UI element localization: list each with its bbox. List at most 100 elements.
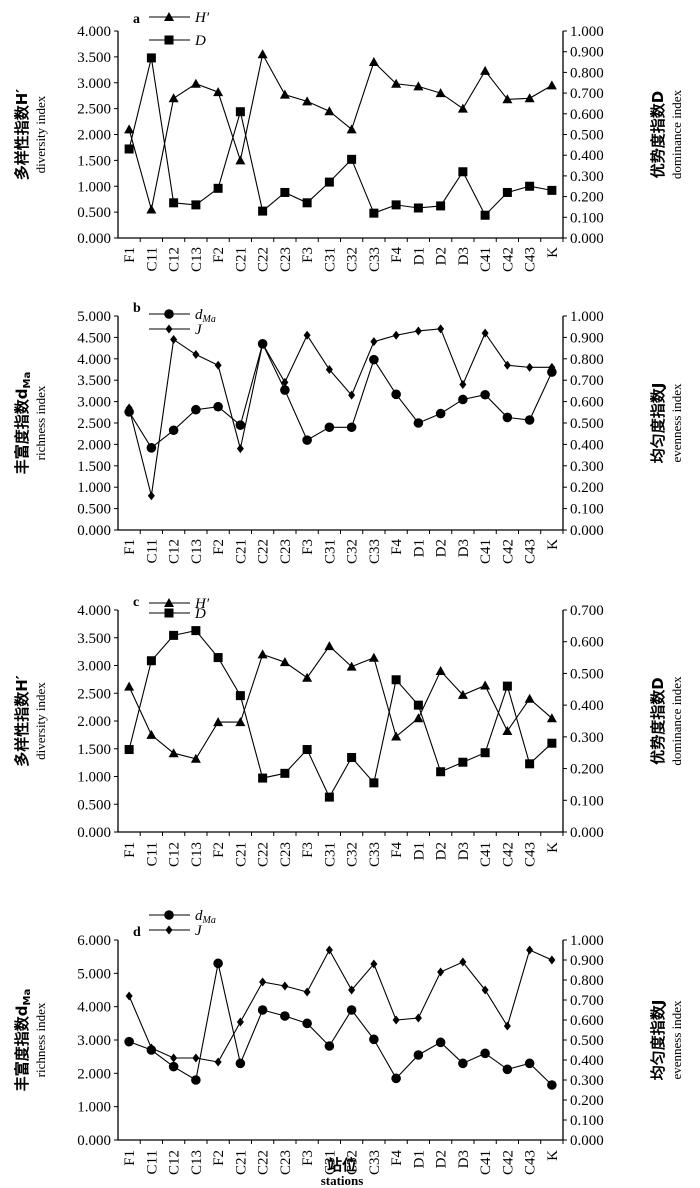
x-category-label: C22 [256,842,272,867]
x-category-label: C42 [500,842,516,867]
left-tick-label: 3.500 [77,631,111,647]
left-tick-label: 1.000 [77,480,111,496]
left-tick-label: 5.000 [77,309,111,325]
legend-marker-square [164,608,174,618]
x-category-label: C13 [189,1150,205,1175]
data-point-diamond [526,362,534,372]
right-tick-label: 0.300 [570,169,604,185]
x-category-label: C11 [144,1150,160,1174]
legend-label: J [195,923,203,939]
data-point-circle [369,1034,379,1045]
data-point-circle [524,415,535,425]
legend-label: D [194,606,206,622]
data-point-diamond [548,955,556,965]
right-tick-label: 0.500 [570,128,604,144]
right-tick-label: 0.600 [570,635,604,651]
right-tick-label: 0.800 [570,973,604,989]
x-category-label: K [545,247,561,258]
left-axis-title-en: diversity index [33,682,48,760]
data-point-diamond [192,350,200,360]
left-axis-title-text: 丰富度指数d [13,1005,31,1091]
legend-marker-diamond [165,324,173,334]
legend-label: dMa [195,307,216,325]
right-tick-label: 0.700 [570,603,604,619]
data-point-diamond [503,1021,511,1031]
left-axis-title-text: 多样性指数H′ [13,675,31,767]
data-point-triangle [324,106,335,116]
left-tick-label: 0.500 [77,797,111,813]
data-point-triangle [146,204,157,214]
data-point-diamond [392,330,400,340]
right-axis-title-en: dominance index [669,676,684,766]
right-axis-title-cn: 均匀度指数J [649,383,667,464]
left-tick-label: 3.500 [77,373,111,389]
data-point-triangle [235,717,246,727]
data-point-square [213,653,223,663]
x-category-label: C12 [167,842,183,867]
right-tick-label: 0.800 [570,65,604,81]
left-tick-label: 0.500 [77,502,111,518]
x-category-label: C13 [189,842,205,867]
data-point-triangle [546,713,557,723]
right-tick-label: 0.400 [570,437,604,453]
left-tick-label: 0.500 [77,205,111,221]
x-category-label: C41 [478,842,494,867]
data-point-triangle [124,124,135,134]
left-tick-label: 2.000 [77,128,111,144]
data-point-square [235,107,245,117]
left-axis-title-en: diversity index [33,95,48,173]
data-point-circle [235,1058,246,1069]
right-tick-label: 0.100 [570,502,604,518]
legend-label-subscript: Ma [202,314,216,325]
data-point-triangle [391,731,402,741]
right-tick-label: 0.200 [570,480,604,496]
data-point-circle [458,1058,468,1069]
x-category-label: K [545,539,561,550]
right-tick-label: 0.600 [570,107,604,123]
data-point-circle [191,1075,201,1085]
data-point-diamond [236,444,244,454]
right-axis-title-cn: 优势度指数D [649,677,667,764]
x-category-label: F2 [211,539,227,555]
data-point-diamond [325,365,333,374]
left-tick-label: 2.000 [77,1066,111,1082]
data-point-triangle [480,680,491,690]
data-point-triangle [168,93,179,103]
data-point-circle [168,425,179,436]
x-category-label: F1 [122,1150,138,1166]
right-tick-label: 0.500 [570,666,604,682]
data-point-circle [257,1005,268,1015]
data-point-circle [280,1011,290,1021]
data-point-diamond [125,991,133,1001]
x-category-label: C13 [189,247,205,272]
data-point-diamond [370,337,378,347]
legend-label-name: H′ [194,596,210,612]
data-point-square [302,198,312,208]
x-category-label: D2 [434,247,450,265]
data-point-circle [502,412,513,423]
right-axis-title-en: evenness index [669,383,684,463]
data-point-square [302,745,312,755]
x-category-label: C12 [167,1150,183,1175]
x-category-label: F2 [211,1150,227,1166]
data-point-square [213,183,223,193]
right-tick-label: 0.100 [570,1113,604,1129]
left-tick-label: 1.500 [77,153,111,169]
x-category-label: D2 [434,539,450,557]
data-point-square [347,154,357,164]
data-point-triangle [480,65,491,75]
x-category-label: C22 [256,1150,272,1175]
x-category-label: C12 [167,247,183,272]
data-point-circle [146,443,157,453]
left-tick-label: 1.000 [77,179,111,195]
x-category-label: C21 [233,842,249,867]
data-point-triangle [413,713,424,723]
left-tick-label: 0.000 [77,825,111,841]
data-point-triangle [279,89,290,99]
data-point-circle [413,1050,424,1060]
x-category-label: D3 [456,539,472,557]
panel-label: d [133,925,141,940]
left-tick-label: 2.500 [77,102,111,118]
data-point-triangle [346,661,357,671]
